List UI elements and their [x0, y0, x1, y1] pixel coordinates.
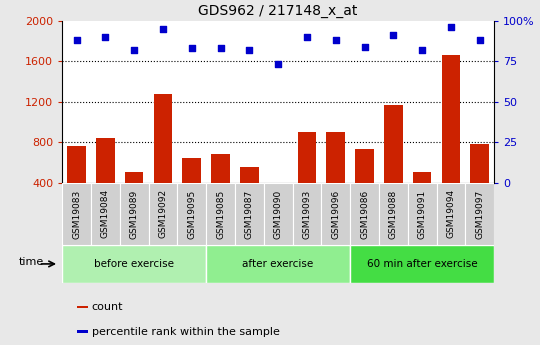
Bar	[96, 138, 114, 183]
Text: GSM19089: GSM19089	[130, 189, 139, 238]
Bar	[326, 132, 345, 183]
Point	[447, 24, 455, 30]
Bar	[413, 172, 431, 183]
Bar	[67, 146, 86, 183]
Bar	[379, 183, 408, 245]
Text: 60 min after exercise: 60 min after exercise	[367, 259, 477, 269]
Bar	[177, 183, 206, 245]
Text: GSM19093: GSM19093	[302, 189, 312, 238]
Bar	[125, 172, 144, 183]
Bar	[442, 55, 460, 183]
Bar	[264, 183, 293, 245]
Point	[130, 47, 138, 53]
Point	[101, 34, 110, 40]
Text: GSM19096: GSM19096	[331, 189, 340, 238]
Bar	[408, 183, 436, 245]
Text: GSM19094: GSM19094	[447, 189, 455, 238]
Bar	[91, 183, 120, 245]
Bar	[240, 167, 259, 183]
Bar	[77, 306, 88, 308]
Text: GSM19090: GSM19090	[274, 189, 282, 238]
Text: GSM19088: GSM19088	[389, 189, 398, 238]
Text: before exercise: before exercise	[94, 259, 174, 269]
Point	[159, 26, 167, 32]
Bar	[350, 245, 494, 283]
Bar	[153, 94, 172, 183]
Bar	[293, 183, 321, 245]
Bar	[120, 183, 148, 245]
Bar	[148, 183, 177, 245]
Point	[360, 44, 369, 49]
Bar	[211, 155, 230, 183]
Point	[72, 37, 81, 43]
Bar	[62, 183, 91, 245]
Bar	[436, 183, 465, 245]
Bar	[350, 183, 379, 245]
Bar	[355, 149, 374, 183]
Bar	[235, 183, 264, 245]
Text: GSM19095: GSM19095	[187, 189, 196, 238]
Point	[245, 47, 254, 53]
Bar	[206, 183, 235, 245]
Bar	[77, 331, 88, 333]
Bar	[269, 183, 287, 218]
Bar	[62, 245, 206, 283]
Text: GSM19092: GSM19092	[158, 189, 167, 238]
Point	[274, 62, 282, 67]
Text: GSM19083: GSM19083	[72, 189, 81, 238]
Bar	[321, 183, 350, 245]
Text: count: count	[92, 302, 123, 312]
Text: after exercise: after exercise	[242, 259, 314, 269]
Bar	[470, 144, 489, 183]
Point	[216, 46, 225, 51]
Point	[418, 47, 427, 53]
Title: GDS962 / 217148_x_at: GDS962 / 217148_x_at	[198, 4, 358, 18]
Text: GSM19085: GSM19085	[216, 189, 225, 238]
Point	[475, 37, 484, 43]
Text: GSM19097: GSM19097	[475, 189, 484, 238]
Point	[187, 46, 196, 51]
Bar	[183, 158, 201, 183]
Bar	[384, 105, 403, 183]
Bar	[298, 132, 316, 183]
Point	[332, 37, 340, 43]
Bar	[206, 245, 350, 283]
Bar	[465, 183, 494, 245]
Point	[302, 34, 311, 40]
Text: percentile rank within the sample: percentile rank within the sample	[92, 326, 280, 336]
Text: time: time	[18, 257, 44, 267]
Text: GSM19086: GSM19086	[360, 189, 369, 238]
Text: GSM19091: GSM19091	[417, 189, 427, 238]
Point	[389, 32, 397, 38]
Text: GSM19087: GSM19087	[245, 189, 254, 238]
Text: GSM19084: GSM19084	[101, 189, 110, 238]
